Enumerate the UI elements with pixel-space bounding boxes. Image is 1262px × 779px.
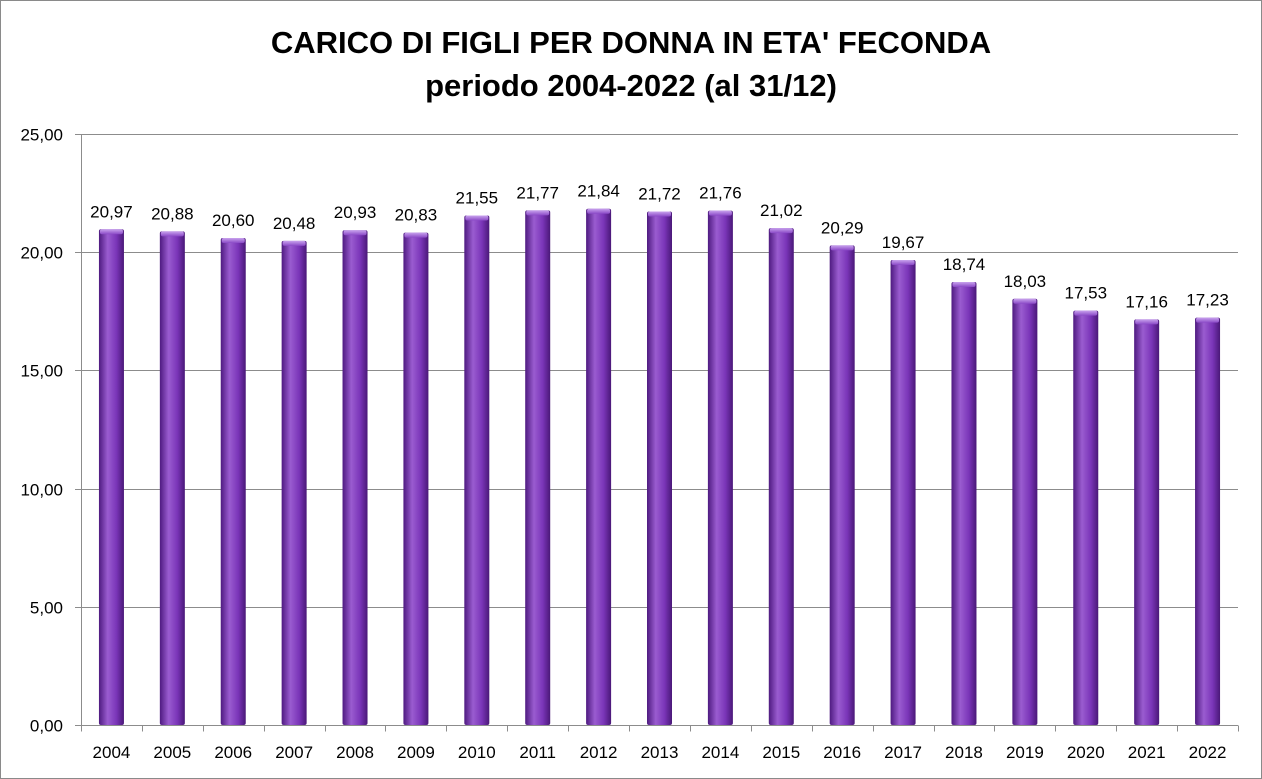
bar-cap-2017 — [891, 260, 915, 266]
bar-2012 — [586, 208, 612, 725]
data-label-2022: 17,23 — [1186, 291, 1229, 310]
data-label-2008: 20,93 — [334, 203, 377, 222]
bar-cap-2008 — [343, 230, 367, 236]
bar-cap-2020 — [1074, 310, 1098, 316]
x-tick-label-2022: 2022 — [1189, 743, 1227, 762]
y-axis: 0,00 5,00 10,00 15,00 20,00 25,00 — [20, 126, 82, 736]
bar-2018 — [951, 281, 977, 725]
bar-2007 — [281, 240, 307, 726]
x-tick-label-2020: 2020 — [1067, 743, 1105, 762]
bar-2016 — [829, 245, 855, 725]
bar-2011 — [525, 210, 551, 726]
bar-cap-2018 — [952, 281, 976, 287]
bar-cap-2014 — [708, 210, 732, 216]
bar-2004 — [98, 229, 124, 725]
x-tick-label-2016: 2016 — [823, 743, 861, 762]
y-tick-label: 20,00 — [20, 244, 63, 263]
bar-2017 — [890, 260, 916, 725]
x-tick-label-2019: 2019 — [1006, 743, 1044, 762]
data-label-2016: 20,29 — [821, 218, 864, 237]
x-tick-label-2010: 2010 — [458, 743, 496, 762]
bar-cap-2010 — [465, 215, 489, 221]
bar-cap-2019 — [1013, 298, 1037, 304]
bar-2006 — [220, 238, 246, 726]
x-tick-label-2013: 2013 — [641, 743, 679, 762]
bar-cap-2006 — [221, 238, 245, 244]
bar-2010 — [464, 215, 490, 726]
bar-2020 — [1073, 310, 1099, 725]
y-tick-label: 5,00 — [30, 599, 63, 618]
data-label-2015: 21,02 — [760, 201, 803, 220]
data-label-2017: 19,67 — [882, 233, 925, 252]
bar-2013 — [647, 211, 672, 726]
data-label-2018: 18,74 — [943, 255, 986, 274]
bar-2005 — [159, 231, 185, 726]
data-label-2006: 20,60 — [212, 211, 255, 230]
bar-2015 — [768, 228, 794, 725]
x-tick-label-2012: 2012 — [580, 743, 618, 762]
bar-cap-2013 — [648, 211, 671, 217]
bar-2009 — [403, 232, 429, 725]
data-label-2009: 20,83 — [395, 206, 438, 225]
bar-cap-2015 — [769, 228, 793, 234]
x-tick-label-2009: 2009 — [397, 743, 435, 762]
y-tick-label: 0,00 — [30, 717, 63, 736]
data-label-2004: 20,97 — [90, 202, 133, 221]
x-tick-label-2005: 2005 — [153, 743, 191, 762]
data-label-2010: 21,55 — [456, 189, 499, 208]
bar-cap-2011 — [526, 210, 550, 216]
data-label-2011: 21,77 — [516, 183, 559, 202]
y-tick-label: 10,00 — [20, 481, 63, 500]
x-tick-label-2014: 2014 — [701, 743, 739, 762]
x-tick-label-2004: 2004 — [93, 743, 131, 762]
data-label-2021: 17,16 — [1125, 292, 1168, 311]
data-label-2019: 18,03 — [1004, 272, 1047, 291]
data-label-2012: 21,84 — [577, 182, 620, 201]
bar-2008 — [342, 230, 368, 726]
data-label-2005: 20,88 — [151, 204, 194, 223]
bar-cap-2021 — [1135, 319, 1159, 325]
x-tick-label-2015: 2015 — [762, 743, 800, 762]
bar-2021 — [1134, 319, 1160, 725]
bar-2014 — [707, 210, 733, 725]
data-label-2014: 21,76 — [699, 184, 742, 203]
bar-cap-2016 — [830, 245, 854, 251]
bar-cap-2022 — [1196, 317, 1220, 323]
bar-series — [98, 208, 1221, 726]
data-labels: 20,97 20,88 20,60 20,48 20,93 20,83 21,55 21,77… — [90, 182, 1229, 312]
bar-2019 — [1012, 298, 1038, 725]
data-label-2013: 21,72 — [638, 185, 681, 204]
x-tick-label-2021: 2021 — [1128, 743, 1166, 762]
chart-title-line-1: CARICO DI FIGLI PER DONNA IN ETA' FECOND… — [271, 25, 991, 60]
bar-cap-2009 — [404, 232, 428, 238]
bar-cap-2012 — [587, 208, 611, 214]
bar-cap-2007 — [282, 240, 306, 246]
data-label-2007: 20,48 — [273, 214, 316, 233]
x-tick-label-2017: 2017 — [884, 743, 922, 762]
data-label-2020: 17,53 — [1064, 284, 1107, 303]
x-tick-label-2011: 2011 — [519, 743, 556, 762]
chart-title-line-2: periodo 2004-2022 (al 31/12) — [425, 68, 837, 103]
x-tick-label-2008: 2008 — [336, 743, 374, 762]
y-tick-label: 15,00 — [20, 362, 63, 381]
bar-cap-2004 — [99, 229, 123, 235]
bar-2022 — [1195, 317, 1221, 725]
x-tick-label-2018: 2018 — [945, 743, 983, 762]
x-tick-label-2007: 2007 — [275, 743, 313, 762]
y-tick-label: 25,00 — [20, 126, 63, 145]
bar-cap-2005 — [160, 231, 184, 237]
x-tick-label-2006: 2006 — [214, 743, 252, 762]
x-axis: 2004 2005 2006 2007 2008 2009 2010 2011 2012 2013… — [81, 725, 1239, 762]
